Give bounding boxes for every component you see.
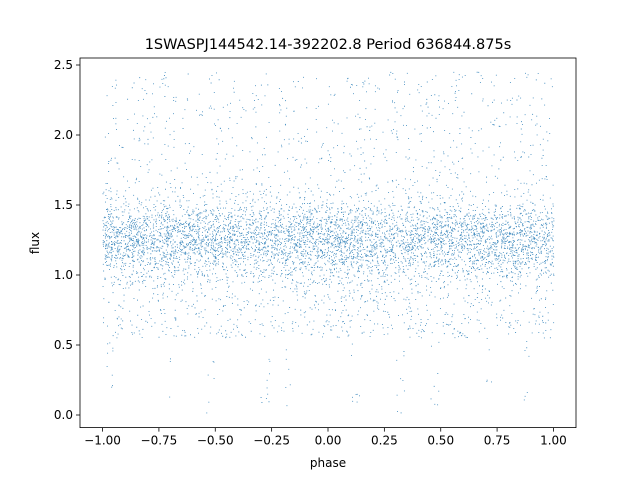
- x-tick-label: −0.75: [141, 434, 178, 448]
- x-tick-label: −0.25: [253, 434, 290, 448]
- y-tick-label: 0.0: [54, 408, 73, 422]
- x-axis: −1.00 −0.75 −0.50 −0.25 0.00 0.25 0.50 0.75 1.00: [84, 427, 567, 448]
- y-tick-label: 2.0: [54, 128, 73, 142]
- x-tick-label: 0.75: [484, 434, 511, 448]
- x-tick-label: 1.00: [540, 434, 567, 448]
- scatter-point-cloud: [102, 71, 555, 414]
- x-tick-label: 0.50: [427, 434, 454, 448]
- y-tick-label: 0.5: [54, 338, 73, 352]
- y-axis-label: flux: [28, 232, 42, 254]
- y-tick-label: 1.5: [54, 198, 73, 212]
- data-points: [102, 71, 555, 414]
- x-tick-label: 0.00: [315, 434, 342, 448]
- chart-title: 1SWASPJ144542.14-392202.8 Period 636844.…: [145, 37, 512, 53]
- x-tick-label: −0.50: [197, 434, 234, 448]
- y-axis: 0.0 0.5 1.0 1.5 2.0 2.5: [54, 58, 80, 422]
- x-axis-label: phase: [310, 456, 346, 470]
- x-tick-label: 0.25: [371, 434, 398, 448]
- y-tick-label: 2.5: [54, 58, 73, 72]
- y-tick-label: 1.0: [54, 268, 73, 282]
- x-tick-label: −1.00: [84, 434, 121, 448]
